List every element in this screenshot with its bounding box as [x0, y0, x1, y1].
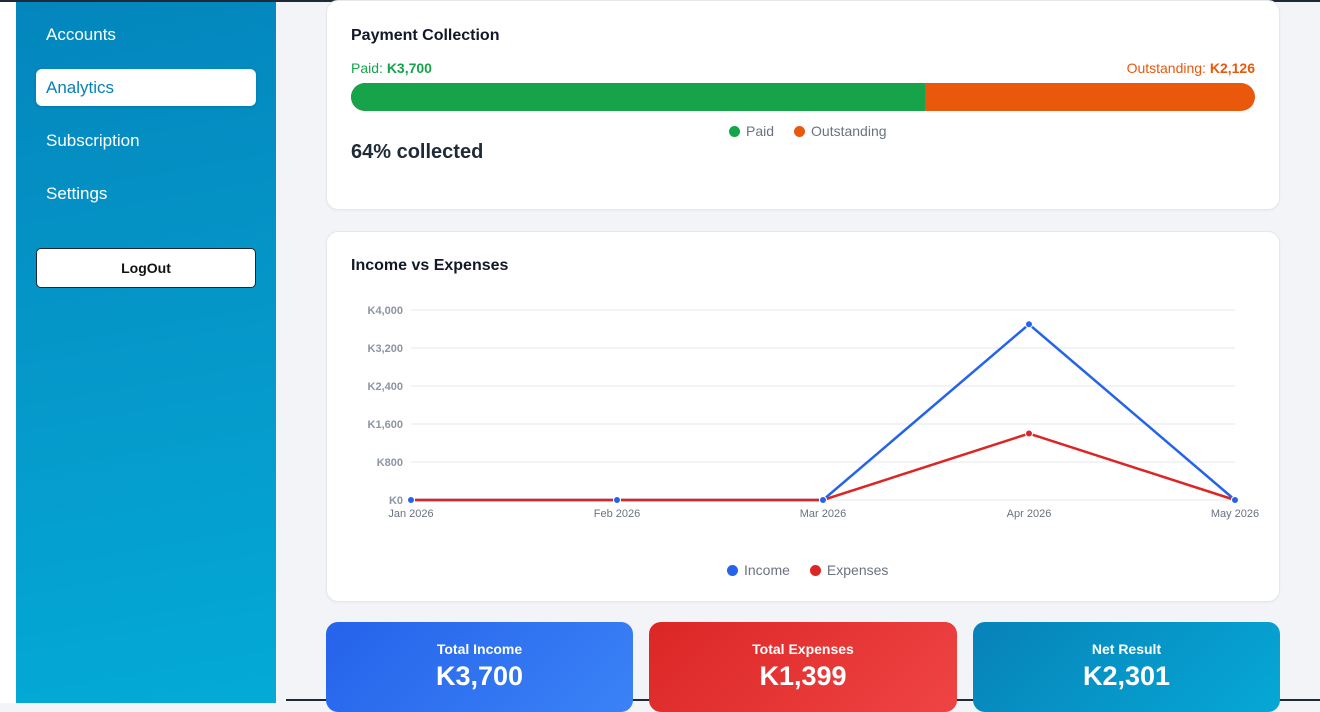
payment-collection-card: Payment Collection Paid: K3,700 Outstand… — [326, 0, 1280, 210]
income-data-point — [819, 496, 827, 504]
sidebar-item-subscription[interactable]: Subscription — [46, 131, 140, 150]
x-tick-label: Feb 2026 — [594, 508, 640, 520]
outstanding-prefix: Outstanding: — [1126, 60, 1210, 76]
legend-income[interactable]: Income — [727, 562, 790, 578]
net-result-value: K2,301 — [1082, 661, 1171, 691]
income-data-point — [407, 496, 415, 504]
total-expenses-value: K1,399 — [759, 661, 847, 691]
collection-progress-bar — [351, 83, 1255, 111]
legend-paid[interactable]: Paid — [729, 123, 774, 139]
paid-label: Paid: K3,700 — [351, 60, 432, 76]
income-data-point — [1025, 320, 1033, 329]
outstanding-label: Outstanding: K2,126 — [1127, 60, 1255, 76]
total-expenses-card: Total Expenses K1,399 — [649, 622, 957, 712]
x-tick-label: May 2026 — [1211, 508, 1259, 520]
income-data-point — [613, 496, 621, 504]
paid-value: K3,700 — [386, 60, 432, 76]
net-result-label: Net Result — [1091, 641, 1162, 657]
y-tick-label: K800 — [377, 457, 403, 469]
total-income-value: K3,700 — [435, 661, 524, 691]
sidebar-item-accounts[interactable]: Accounts — [46, 25, 116, 44]
total-income-card: Total Income K3,700 — [326, 622, 633, 712]
expenses-dot-icon — [809, 564, 821, 576]
paid-dot-icon — [729, 125, 740, 137]
collection-progress-paid — [351, 83, 926, 111]
chart-legend: Income Expenses — [727, 562, 888, 578]
outstanding-dot-icon — [794, 125, 806, 137]
income-dot-icon — [727, 564, 738, 576]
legend-income-label: Income — [744, 562, 790, 578]
outstanding-value: K2,126 — [1209, 60, 1255, 76]
sidebar-item-analytics[interactable]: Analytics — [36, 69, 256, 106]
legend-paid-label: Paid — [746, 123, 775, 139]
y-tick-label: K2,400 — [368, 381, 403, 393]
y-tick-label: K4,000 — [368, 305, 403, 317]
x-tick-label: Apr 2026 — [1007, 508, 1052, 520]
left-margin — [0, 2, 16, 703]
legend-outstanding[interactable]: Outstanding — [794, 123, 887, 139]
legend-expenses[interactable]: Expenses — [809, 562, 889, 578]
expenses-data-point — [1025, 429, 1033, 438]
payment-collection-title: Payment Collection — [351, 27, 500, 44]
sidebar-item-settings[interactable]: Settings — [46, 184, 108, 203]
logout-button[interactable]: LogOut — [36, 248, 256, 288]
income-series-line — [411, 322, 1236, 502]
expenses-series-line — [411, 432, 1236, 502]
legend-expenses-label: Expenses — [826, 562, 889, 578]
net-result-card: Net Result K2,301 — [973, 622, 1280, 712]
sidebar: Accounts Analytics Subscription Settings… — [16, 2, 276, 703]
income-expenses-title: Income vs Expenses — [351, 257, 509, 274]
y-tick-label: K3,200 — [368, 343, 403, 355]
content-gutter — [276, 2, 286, 703]
y-tick-label: K0 — [389, 495, 403, 507]
collected-percentage: 64% collected — [351, 141, 484, 163]
payment-legend: Paid Outstanding — [729, 123, 887, 139]
income-data-point — [1231, 496, 1239, 504]
y-tick-label: K1,600 — [368, 419, 403, 431]
total-expenses-label: Total Expenses — [752, 641, 854, 657]
income-expenses-card: Income vs Expenses K0 K800 K1,600 K2,400 K3,… — [326, 231, 1280, 602]
x-tick-label: Jan 2026 — [388, 508, 433, 520]
legend-outstanding-label: Outstanding — [811, 123, 887, 139]
total-income-label: Total Income — [436, 641, 523, 657]
income-expenses-chart: K0 K800 K1,600 K2,400 K3,200 K4,000 Jan 2026 Fe… — [368, 305, 1260, 520]
paid-prefix: Paid: — [351, 60, 387, 76]
x-tick-label: Mar 2026 — [800, 508, 846, 520]
